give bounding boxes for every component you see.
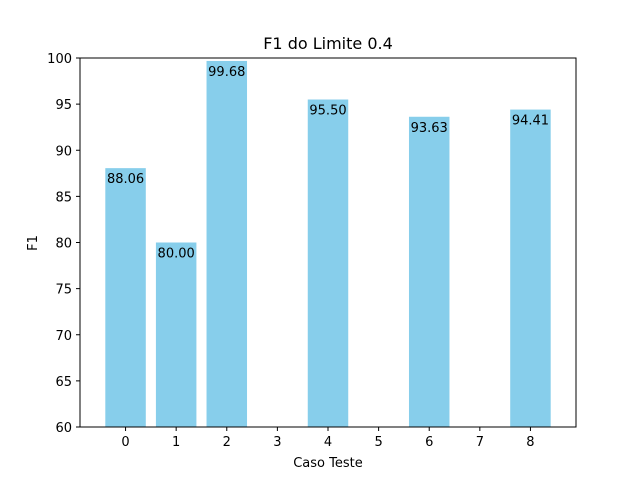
bar-1: [155, 242, 197, 427]
x-axis-label: Caso Teste: [293, 456, 363, 471]
bar-4: [307, 99, 349, 427]
x-axis-ticks: 0 1 2 3 4 5 6 7 8: [121, 427, 535, 450]
y-tick-label-95: 95: [55, 98, 72, 113]
x-tick-label-1: 1: [172, 435, 180, 450]
bar-value-label-2: 99.68: [208, 65, 245, 80]
bar-value-label-0: 88.06: [107, 172, 144, 187]
bar-8: [510, 109, 551, 427]
y-tick-label-80: 80: [55, 237, 72, 252]
bars: [105, 60, 551, 428]
x-tick-label-3: 3: [273, 435, 281, 450]
bar-value-label-6: 93.63: [411, 121, 448, 136]
x-tick-label-5: 5: [374, 435, 382, 450]
y-tick-label-65: 65: [55, 375, 72, 390]
x-tick-label-7: 7: [476, 435, 484, 450]
y-tick-label-75: 75: [55, 283, 72, 298]
chart-title: F1 do Limite 0.4: [263, 34, 393, 53]
y-tick-label-60: 60: [55, 421, 72, 436]
bar-6: [408, 116, 450, 428]
bar-value-label-8: 94.41: [512, 114, 549, 129]
x-tick-label-6: 6: [425, 435, 433, 450]
y-axis-ticks: 60 65 70 75 80 85 90 95 100: [47, 52, 80, 436]
y-axis-label: F1: [26, 235, 41, 251]
y-tick-label-90: 90: [55, 144, 72, 159]
y-tick-label-85: 85: [55, 190, 72, 205]
bar-value-label-4: 95.50: [309, 104, 346, 119]
x-tick-label-8: 8: [526, 435, 534, 450]
bar-value-label-1: 80.00: [158, 247, 195, 262]
x-tick-label-2: 2: [223, 435, 231, 450]
x-tick-label-0: 0: [121, 435, 129, 450]
bar-2: [206, 60, 248, 428]
x-tick-label-4: 4: [324, 435, 332, 450]
y-tick-label-100: 100: [47, 52, 72, 67]
bar-0: [105, 168, 146, 428]
y-tick-label-70: 70: [55, 329, 72, 344]
data-labels: 88.06 80.00 99.68 95.50 93.63 94.41: [107, 65, 549, 262]
